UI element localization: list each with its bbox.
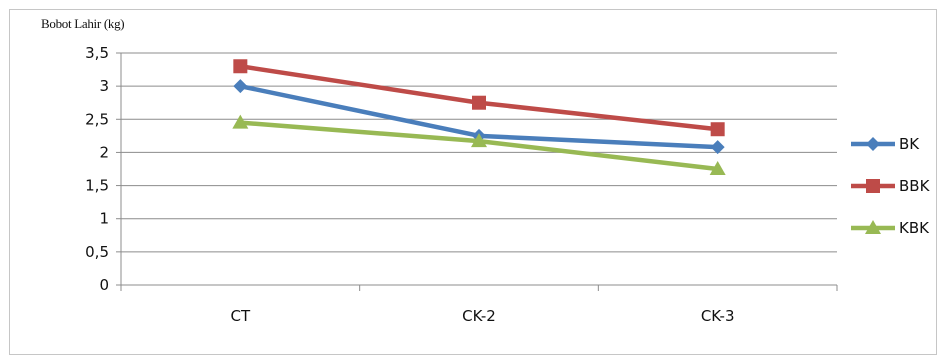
y-tick-labels: 0 0,5 1 1,5 2 2,5 3 3,5 bbox=[85, 44, 109, 294]
legend-item-bbk: BBK bbox=[851, 177, 931, 195]
x-tick-label: CK-2 bbox=[462, 307, 496, 325]
legend-label-bbk: BBK bbox=[899, 177, 931, 195]
y-tick-label: 1,5 bbox=[85, 177, 109, 195]
series-kbk bbox=[232, 114, 726, 175]
data-point-bbk bbox=[710, 122, 725, 137]
data-point-kbk bbox=[709, 161, 726, 175]
y-tick-label: 0,5 bbox=[85, 243, 109, 261]
data-point-kbk bbox=[232, 114, 249, 129]
y-tick-label: 1 bbox=[99, 210, 109, 228]
chart-frame bbox=[9, 9, 937, 355]
legend-label-bk: BK bbox=[899, 135, 920, 153]
legend-label-kbk: KBK bbox=[899, 219, 930, 237]
y-axis-title: Bobot Lahir (kg) bbox=[41, 16, 125, 31]
series-bbk bbox=[233, 59, 725, 137]
legend-item-bk: BK bbox=[851, 135, 920, 153]
data-point-bbk bbox=[233, 59, 248, 74]
y-tick-label: 3 bbox=[99, 77, 109, 95]
x-tick-label: CT bbox=[231, 307, 251, 325]
y-tick-label: 2,5 bbox=[85, 110, 109, 128]
y-tick-label: 0 bbox=[99, 276, 109, 294]
y-tick-label: 3,5 bbox=[85, 44, 109, 62]
data-point-bk bbox=[710, 140, 725, 155]
data-point-bk bbox=[233, 79, 248, 94]
y-tick-label: 2 bbox=[99, 143, 109, 161]
legend-item-kbk: KBK bbox=[851, 219, 930, 237]
series-group bbox=[232, 59, 726, 175]
x-tick-labels: CT CK-2 CK-3 bbox=[231, 307, 735, 325]
legend-marker-bbk bbox=[866, 179, 880, 193]
legend-marker-kbk bbox=[865, 220, 881, 234]
legend: BK BBK KBK bbox=[851, 135, 931, 237]
legend-marker-bk bbox=[866, 137, 880, 151]
x-tick-label: CK-3 bbox=[701, 307, 735, 325]
data-point-bbk bbox=[472, 95, 486, 110]
axes bbox=[116, 52, 838, 291]
data-point-kbk bbox=[471, 133, 487, 148]
gridlines bbox=[121, 52, 837, 253]
